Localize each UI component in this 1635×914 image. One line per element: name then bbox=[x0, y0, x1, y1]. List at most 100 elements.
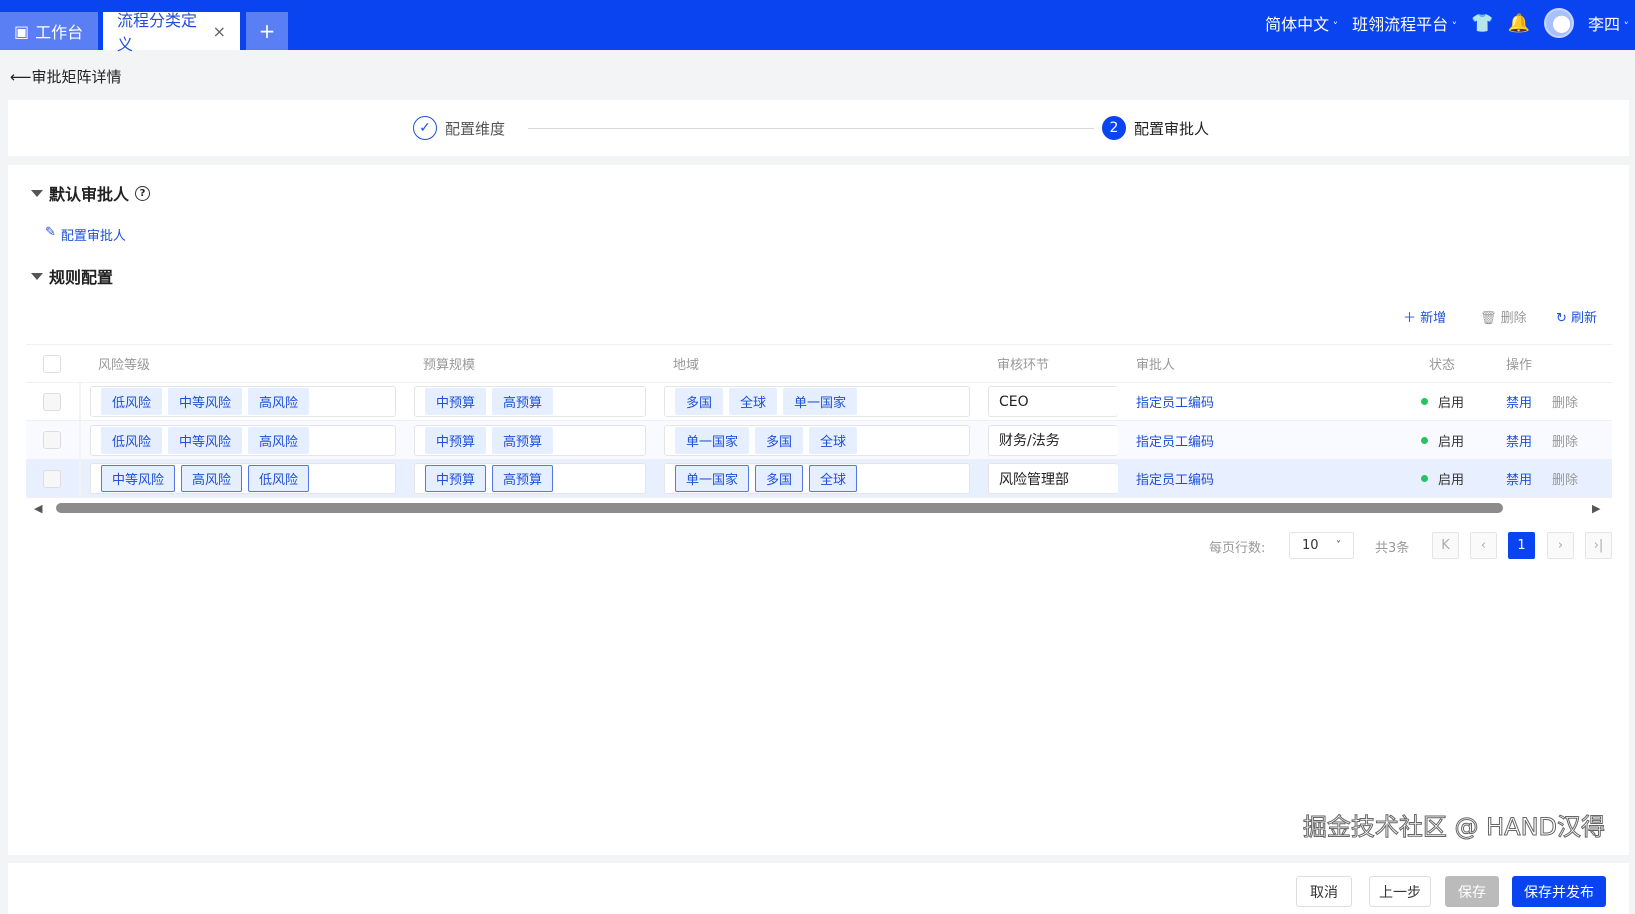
row-delete-button[interactable]: 删除 bbox=[1552, 396, 1579, 411]
refresh-icon: ↻ bbox=[1556, 311, 1567, 326]
save-publish-button[interactable]: 保存并发布 bbox=[1512, 876, 1606, 907]
close-icon[interactable]: × bbox=[212, 21, 226, 41]
scroll-left-icon[interactable]: ◀ bbox=[34, 502, 43, 515]
disable-button[interactable]: 禁用 bbox=[1506, 434, 1533, 450]
shirt-icon[interactable]: 👕 bbox=[1471, 12, 1494, 34]
tab-workbench[interactable]: ▣ 工作台 bbox=[0, 12, 98, 50]
language-select[interactable]: 简体中文 bbox=[1265, 11, 1338, 35]
step-2: 2 配置审批人 bbox=[1094, 116, 1210, 140]
stage-field[interactable]: 财务/法务 bbox=[988, 424, 1118, 456]
tag: 中预算 bbox=[425, 426, 487, 454]
col-stage: 审核环节 bbox=[997, 358, 1050, 373]
cancel-button[interactable]: 取消 bbox=[1296, 876, 1352, 907]
delete-button[interactable]: 🗑 删除 bbox=[1480, 311, 1527, 326]
col-actions: 操作 bbox=[1506, 358, 1533, 373]
budget-field[interactable]: 中预算 高预算 bbox=[414, 424, 646, 456]
tag: 单一国家 bbox=[783, 388, 858, 415]
risk-field[interactable]: 低风险 中等风险 高风险 bbox=[90, 386, 396, 417]
step-1: ✓ 配置维度 bbox=[413, 116, 514, 140]
tag: 高预算 bbox=[492, 388, 554, 415]
monitor-icon: ▣ bbox=[14, 21, 30, 41]
config-approver-link[interactable]: ✎ 配置审批人 bbox=[45, 225, 126, 244]
col-approver: 审批人 bbox=[1136, 358, 1176, 373]
trash-icon: 🗑 bbox=[1480, 311, 1497, 326]
tag: 低风险 bbox=[248, 465, 310, 492]
edit-icon: ✎ bbox=[45, 225, 56, 240]
status-text: 启用 bbox=[1438, 473, 1465, 488]
region-field[interactable]: 单一国家 多国 全球 bbox=[664, 424, 970, 456]
disable-button[interactable]: 禁用 bbox=[1506, 473, 1533, 488]
table-row[interactable]: 低风险 中等风险 高风险 中预算 高预算 单一国家 多国 全球 财务/法务 指定员工编码 … bbox=[26, 421, 1612, 460]
tag: 单一国家 bbox=[675, 426, 750, 454]
scroll-right-icon[interactable]: ▶ bbox=[1592, 502, 1601, 515]
tag: 多国 bbox=[755, 426, 804, 454]
tag: 低风险 bbox=[101, 388, 163, 415]
status-text: 启用 bbox=[1438, 434, 1465, 450]
back-link[interactable]: ⟵审批矩阵详情 bbox=[10, 68, 122, 86]
tag: 全球 bbox=[809, 465, 858, 492]
tag: 高风险 bbox=[248, 388, 310, 415]
last-page-button[interactable]: ›| bbox=[1585, 532, 1612, 559]
add-button[interactable]: ＋ 新增 bbox=[1403, 311, 1447, 326]
select-all-checkbox[interactable] bbox=[43, 354, 61, 373]
refresh-button[interactable]: ↻ 刷新 bbox=[1556, 311, 1598, 326]
add-tab-button[interactable]: + bbox=[246, 12, 288, 50]
stage-field[interactable]: CEO bbox=[988, 386, 1118, 417]
rows-per-page-label: 每页行数: bbox=[1209, 541, 1266, 556]
risk-field[interactable]: 中等风险 高风险 低风险 bbox=[90, 463, 396, 494]
tag: 全球 bbox=[809, 426, 858, 454]
help-icon[interactable]: ? bbox=[135, 185, 151, 201]
default-approver-section[interactable]: 默认审批人? bbox=[31, 181, 151, 205]
save-button[interactable]: 保存 bbox=[1445, 876, 1499, 907]
table-header: 风险等级 预算规模 地域 审核环节 审批人 状态 操作 bbox=[26, 344, 1612, 383]
tag: 高风险 bbox=[181, 465, 243, 492]
budget-field[interactable]: 中预算 高预算 bbox=[414, 463, 646, 494]
row-delete-button[interactable]: 删除 bbox=[1552, 473, 1579, 488]
page-size-select[interactable]: 10 ˅ bbox=[1289, 532, 1354, 559]
table-row[interactable]: 低风险 中等风险 高风险 中预算 高预算 多国 全球 单一国家 CEO 指定员工编码 启用… bbox=[26, 383, 1612, 421]
tag: 多国 bbox=[755, 465, 804, 492]
rules-section[interactable]: 规则配置 bbox=[31, 264, 113, 288]
page-1-button[interactable]: 1 bbox=[1508, 532, 1535, 559]
stage-field[interactable]: 风险管理部 bbox=[988, 463, 1118, 494]
chevron-down-icon: ˅ bbox=[1336, 540, 1341, 551]
arrow-left-icon: ⟵ bbox=[10, 68, 32, 86]
region-field[interactable]: 单一国家 多国 全球 bbox=[664, 463, 970, 494]
region-field[interactable]: 多国 全球 单一国家 bbox=[664, 386, 970, 417]
budget-field[interactable]: 中预算 高预算 bbox=[414, 386, 646, 417]
footer-bar bbox=[8, 863, 1629, 914]
status-dot bbox=[1421, 398, 1428, 405]
avatar[interactable] bbox=[1543, 8, 1574, 38]
row-checkbox[interactable] bbox=[43, 431, 61, 449]
tab-process-category[interactable]: 流程分类定义 × bbox=[103, 11, 240, 54]
user-menu[interactable]: 李四 bbox=[1588, 11, 1629, 35]
disable-button[interactable]: 禁用 bbox=[1506, 396, 1533, 411]
prev-step-button[interactable]: 上一步 bbox=[1369, 876, 1431, 907]
tag: 多国 bbox=[675, 388, 724, 415]
tag: 中等风险 bbox=[101, 465, 176, 492]
approver-link[interactable]: 指定员工编码 bbox=[1136, 473, 1215, 488]
risk-field[interactable]: 低风险 中等风险 高风险 bbox=[90, 424, 396, 456]
next-page-button[interactable]: › bbox=[1547, 532, 1574, 559]
tag: 中预算 bbox=[425, 465, 487, 492]
bell-icon[interactable]: 🔔 bbox=[1507, 12, 1530, 34]
tag: 高预算 bbox=[492, 465, 554, 492]
tag: 中等风险 bbox=[168, 388, 243, 415]
row-checkbox[interactable] bbox=[43, 392, 61, 411]
col-budget: 预算规模 bbox=[423, 358, 476, 373]
row-checkbox[interactable] bbox=[43, 469, 61, 488]
approver-link[interactable]: 指定员工编码 bbox=[1136, 396, 1215, 411]
tag: 中等风险 bbox=[168, 426, 243, 454]
horizontal-scrollbar[interactable] bbox=[56, 503, 1503, 513]
tag: 低风险 bbox=[101, 426, 163, 454]
status-dot bbox=[1421, 475, 1428, 482]
col-region: 地域 bbox=[673, 358, 700, 373]
row-delete-button[interactable]: 删除 bbox=[1552, 434, 1579, 450]
table-row[interactable]: 中等风险 高风险 低风险 中预算 高预算 单一国家 多国 全球 风险管理部 指定员工编码 … bbox=[26, 460, 1612, 498]
platform-select[interactable]: 班翎流程平台 bbox=[1352, 11, 1457, 35]
prev-page-button[interactable]: ‹ bbox=[1470, 532, 1497, 559]
tag: 全球 bbox=[729, 388, 778, 415]
tag: 中预算 bbox=[425, 388, 487, 415]
approver-link[interactable]: 指定员工编码 bbox=[1136, 434, 1215, 450]
first-page-button[interactable]: K bbox=[1432, 532, 1459, 559]
